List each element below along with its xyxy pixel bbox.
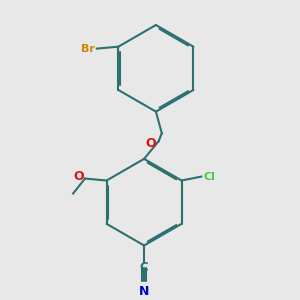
- Text: N: N: [139, 285, 149, 298]
- Text: Br: Br: [81, 44, 95, 54]
- Text: Cl: Cl: [203, 172, 215, 182]
- Text: C: C: [140, 261, 148, 274]
- Text: O: O: [145, 137, 156, 150]
- Text: O: O: [73, 170, 84, 183]
